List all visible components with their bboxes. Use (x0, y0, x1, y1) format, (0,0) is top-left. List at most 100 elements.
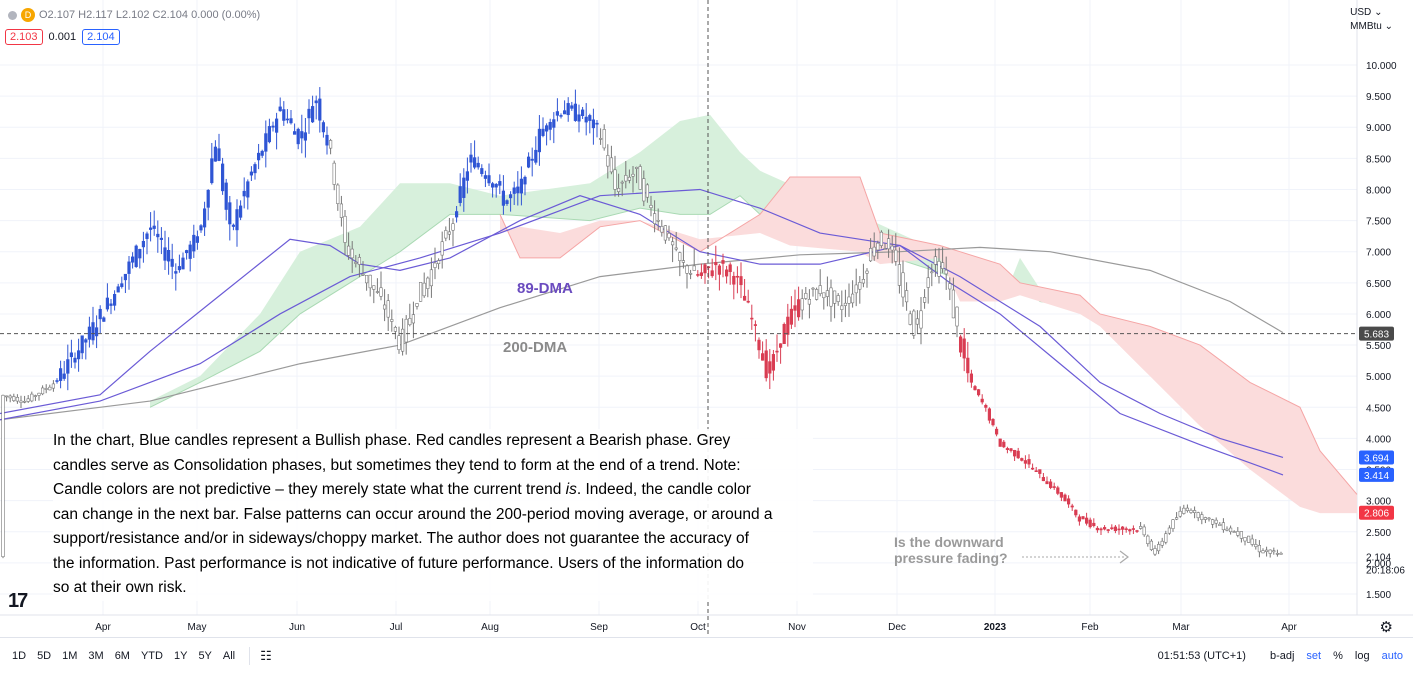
candle-body (904, 290, 909, 303)
candle-body (865, 270, 869, 274)
candle-body (1200, 514, 1204, 520)
x-tick-label: Oct (690, 622, 706, 633)
candle-body (1153, 548, 1157, 555)
date-range-icon[interactable]: ☷ (260, 647, 272, 663)
candle-body (260, 150, 264, 156)
candle-body (274, 118, 279, 133)
price-badge (1359, 450, 1394, 465)
log-scale-toggle[interactable]: log (1354, 649, 1370, 662)
y-tick-label: 3.000 (1366, 497, 1391, 508)
y-tick-label: 5.500 (1366, 341, 1391, 352)
timeframe-1y[interactable]: 1Y (173, 649, 188, 662)
x-tick-label: Apr (1281, 622, 1297, 633)
timeframe-5d[interactable]: 5D (37, 649, 52, 662)
candle-body (1135, 530, 1139, 532)
candle-body (670, 241, 675, 246)
back-adjust-toggle[interactable]: b-adj (1269, 649, 1295, 662)
candle-body (357, 257, 362, 265)
candle-body (98, 308, 102, 320)
candle-body (915, 318, 919, 325)
disclaimer-emphasis: is (565, 481, 577, 498)
timeframe-1d[interactable]: 1D (12, 649, 27, 662)
candle-body (487, 175, 491, 184)
candle-body (674, 247, 678, 250)
candle-body (555, 111, 559, 116)
candle-body (300, 131, 304, 139)
candle-body (343, 215, 347, 243)
candle-body (199, 225, 203, 231)
candle-body (980, 398, 984, 403)
chevron-down-icon: ⌄ (1384, 21, 1393, 32)
candle-body (789, 308, 793, 325)
gear-icon[interactable]: ⚙ (1379, 619, 1393, 636)
candle-body (775, 350, 779, 353)
candle-body (188, 244, 192, 259)
price-axis[interactable]: 1.5002.0002.5003.0003.5004.0004.5005.000… (1359, 61, 1405, 601)
candle-body (19, 400, 23, 403)
tradingview-logo-icon[interactable]: 17 (8, 590, 28, 612)
price-badge-label: 5.683 (1364, 330, 1389, 341)
y-tick-label: 7.000 (1366, 248, 1391, 259)
candle-body (944, 269, 948, 275)
candle-body (523, 176, 527, 185)
candle-body (1041, 477, 1045, 482)
timeframe-ytd[interactable]: YTD (140, 649, 163, 662)
candle-body (185, 250, 189, 254)
clock-timezone[interactable]: 01:51:53 (UTC+1) (1157, 649, 1246, 662)
candle-body (318, 98, 322, 121)
label-89-dma: 89-DMA (517, 280, 573, 297)
candle-body (436, 260, 441, 264)
candle-body (793, 305, 797, 311)
timeframe-6m[interactable]: 6M (114, 649, 130, 662)
auto-scale-toggle[interactable]: auto (1381, 649, 1403, 662)
candle-body (379, 287, 383, 297)
currency-selector[interactable]: USD ⌄ MMBtu ⌄ (1350, 6, 1393, 34)
candle-body (246, 181, 250, 198)
y-tick-label: 9.000 (1366, 123, 1391, 134)
candle-body (69, 352, 73, 358)
candle-body (1023, 460, 1027, 464)
timeframe-1m[interactable]: 1M (62, 649, 78, 662)
candle-body (1009, 448, 1013, 451)
candle-body (1027, 459, 1031, 465)
sell-price-button[interactable]: 2.103 (5, 29, 43, 45)
candle-body (149, 227, 153, 230)
candle-body (544, 125, 549, 132)
interval-badge[interactable]: D (21, 8, 35, 22)
candle-body (937, 260, 941, 277)
candle-body (969, 373, 973, 383)
unit-label[interactable]: MMBtu (1350, 21, 1382, 32)
candle-body (588, 115, 592, 121)
candle-body (908, 313, 912, 325)
time-axis[interactable]: Apr May Jun Jul Aug Sep Oct Nov Dec 2023 Feb Mar Apr (95, 622, 1297, 633)
candle-body (203, 208, 207, 228)
candle-body (1081, 516, 1085, 520)
candle-body (854, 284, 858, 294)
candle-body (411, 314, 416, 324)
settlement-toggle[interactable]: set (1306, 649, 1322, 662)
candle-body (987, 408, 991, 421)
timeframe-5y[interactable]: 5Y (198, 649, 212, 662)
candle-body (883, 248, 887, 250)
candle-body (930, 271, 934, 274)
y-tick-label: 8.500 (1366, 154, 1391, 165)
candle-body (1189, 509, 1193, 513)
candle-body (955, 306, 959, 327)
scale-options: 01:51:53 (UTC+1) b-adj set % log auto (1158, 638, 1403, 673)
candle-body (966, 357, 970, 374)
candle-body (181, 257, 185, 270)
candle-body (102, 317, 106, 322)
candle-body (408, 318, 412, 326)
candle-body (998, 438, 1002, 447)
currency-label[interactable]: USD (1350, 7, 1372, 18)
timeframe-3m[interactable]: 3M (88, 649, 104, 662)
candle-body (1005, 448, 1009, 450)
candle-body (490, 183, 495, 188)
candle-body (1185, 507, 1189, 511)
timeframe-all[interactable]: All (222, 649, 236, 662)
candle-body (350, 248, 354, 259)
candle-body (138, 248, 142, 259)
buy-price-button[interactable]: 2.104 (82, 29, 120, 45)
percent-scale-toggle[interactable]: % (1333, 649, 1343, 662)
